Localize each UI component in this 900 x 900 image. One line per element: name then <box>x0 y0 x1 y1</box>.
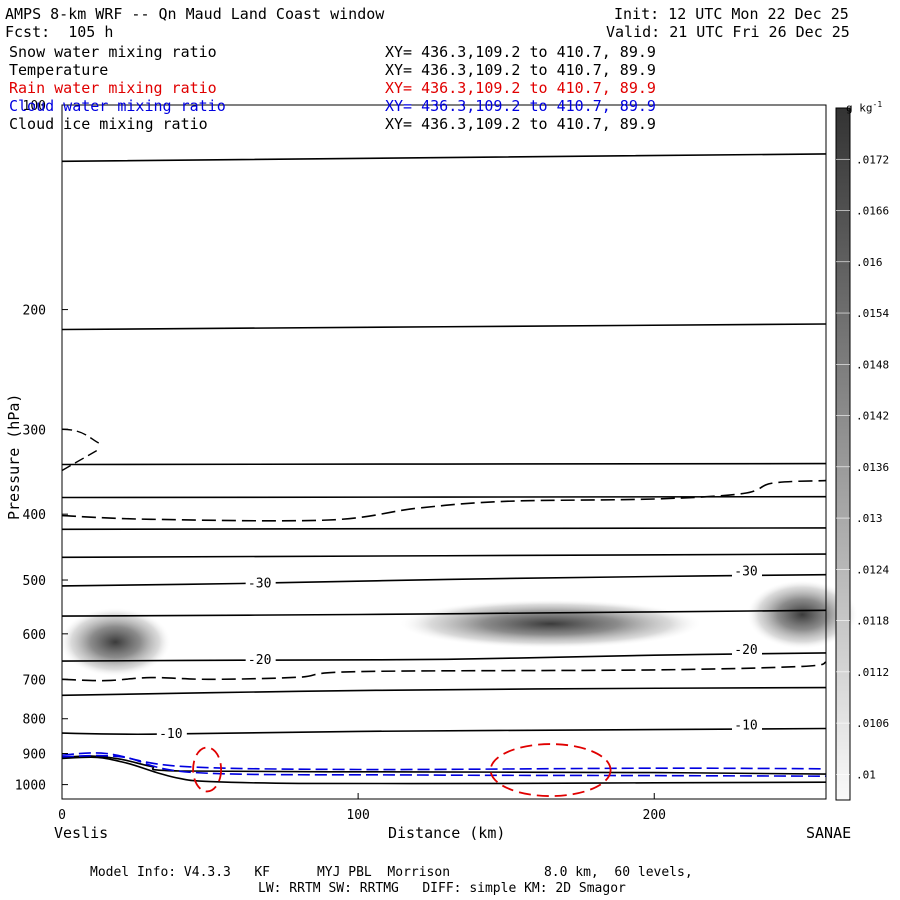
isotherm-label-bg <box>732 564 762 579</box>
y-tick-label: 800 <box>23 713 46 728</box>
isotherm-line <box>61 686 827 697</box>
legend-xy-range: XY= 436.3,109.2 to 410.7, 89.9 <box>385 43 656 61</box>
y-tick-label: 300 <box>23 423 46 438</box>
colorbar-ramp <box>835 107 851 801</box>
legend-label: Cloud ice mixing ratio <box>9 115 208 133</box>
isotherm-label-bg <box>732 642 762 657</box>
rain-water-contour <box>489 743 612 797</box>
colorbar-tick-label: .01 <box>856 768 876 781</box>
colorbar-tick-label: .0136 <box>856 461 889 474</box>
y-tick-label: 400 <box>23 508 46 523</box>
forecast-hour: Fcst: 105 h <box>5 23 114 41</box>
isotherm-label-bg <box>732 718 762 733</box>
colorbar-unit: g kg-1 <box>846 100 883 115</box>
isotherm-line <box>61 609 827 617</box>
colorbar-tick-label: .0148 <box>856 358 889 371</box>
isotherm-label: -10 <box>734 719 757 734</box>
isotherm-line <box>61 495 827 499</box>
isotherm-label: -20 <box>248 653 271 668</box>
footer-model-info: Model Info: V4.3.3 KF MYJ PBL Morrison 8… <box>90 865 693 880</box>
legend-label: Snow water mixing ratio <box>9 43 217 61</box>
legend-xy-range: XY= 436.3,109.2 to 410.7, 89.9 <box>385 115 656 133</box>
axes-layer: 100 200 300 400 500 600 700 800 900 1000 0 100 200 <box>15 99 666 823</box>
legend-xy-range: XY= 436.3,109.2 to 410.7, 89.9 <box>385 97 656 115</box>
init-time: Init: 12 UTC Mon 22 Dec 25 <box>614 5 849 23</box>
y-tick-label: 900 <box>23 748 46 763</box>
right-endpoint-label: SANAE <box>806 824 852 842</box>
cloud-ice-contour <box>61 479 827 522</box>
valid-time: Valid: 21 UTC Fri 26 Dec 25 <box>606 23 850 41</box>
isotherm-line <box>61 727 827 736</box>
x-tick-label: 200 <box>643 808 666 823</box>
x-tick-label: 0 <box>58 808 66 823</box>
y-tick-label: 1000 <box>15 779 46 794</box>
legend-label: Cloud water mixing ratio <box>9 97 226 115</box>
cloud-water-contour <box>61 754 827 777</box>
y-tick-label: 200 <box>23 304 46 319</box>
legend-label: Rain water mixing ratio <box>9 79 217 97</box>
legend-xy-range: XY= 436.3,109.2 to 410.7, 89.9 <box>385 79 656 97</box>
isotherm-label: -30 <box>248 577 271 592</box>
colorbar-tick-label: .0154 <box>856 307 889 320</box>
colorbar: .0172 .0166 .016 .0154 .0148 .0142 .0136 .013 .0… <box>835 107 889 801</box>
isotherm-line <box>61 755 827 775</box>
snow-shading-max <box>747 580 858 649</box>
isotherm-line <box>61 462 827 466</box>
snow-shading-max <box>60 608 171 677</box>
isotherm-line <box>61 153 827 163</box>
isotherm-label-bg <box>245 576 276 591</box>
y-tick-label: 100 <box>23 99 46 114</box>
isotherm-label-bg <box>245 653 276 668</box>
rain-water-contour <box>192 746 223 793</box>
y-tick-label: 700 <box>23 673 46 688</box>
colorbar-tick-label: .016 <box>856 256 883 269</box>
isotherm-line <box>61 573 827 587</box>
isotherm-label-bg <box>156 727 187 742</box>
plot-frame <box>61 104 827 800</box>
isotherm-line <box>61 323 827 331</box>
y-tick-label: 500 <box>23 574 46 589</box>
colorbar-tick-label: .0112 <box>856 666 889 679</box>
legend-label: Temperature <box>9 61 109 79</box>
isotherm-line <box>61 527 827 531</box>
colorbar-tick-label: .0166 <box>856 205 889 218</box>
isotherm-line <box>61 553 827 559</box>
isotherm-label: -20 <box>734 643 757 658</box>
y-axis-label: Pressure (hPa) <box>5 393 23 520</box>
snow-shading-layer <box>60 580 858 677</box>
contour-layer: -30 -30 -20 -20 -10 -10 <box>61 153 827 797</box>
isotherm-label: -10 <box>159 727 182 742</box>
colorbar-tick-label: .0142 <box>856 410 889 423</box>
colorbar-tick-label: .0124 <box>856 563 889 576</box>
snow-shading-max <box>400 599 701 648</box>
footer-physics-info: LW: RRTM SW: RRTMG DIFF: simple KM: 2D S… <box>258 881 626 896</box>
legend-xy-range: XY= 436.3,109.2 to 410.7, 89.9 <box>385 61 656 79</box>
colorbar-tick-label: .013 <box>856 512 883 525</box>
colorbar-tick-label: .0106 <box>856 717 889 730</box>
isotherm-label: -30 <box>734 565 757 580</box>
colorbar-tick-label: .0118 <box>856 615 889 628</box>
cloud-water-contour <box>61 752 827 771</box>
isotherm-line <box>61 652 827 662</box>
cloud-ice-contour <box>61 661 827 682</box>
chart-title: AMPS 8-km WRF -- Qn Maud Land Coast wind… <box>5 5 385 23</box>
y-tick-label: 600 <box>23 628 46 643</box>
x-tick-label: 100 <box>346 808 369 823</box>
left-endpoint-label: Veslis <box>54 824 109 842</box>
colorbar-tick-label: .0172 <box>856 153 889 166</box>
x-axis-label: Distance (km) <box>388 824 506 842</box>
isotherm-line <box>61 756 827 785</box>
